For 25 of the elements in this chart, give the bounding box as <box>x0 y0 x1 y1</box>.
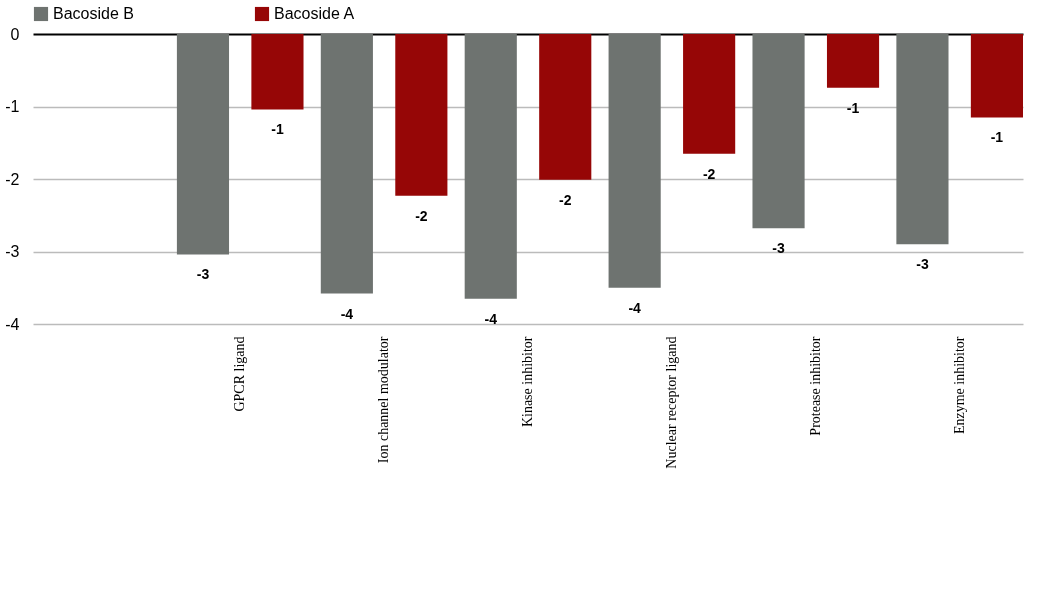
data-label: -4 <box>628 299 642 316</box>
legend-label: Bacoside A <box>274 5 355 22</box>
data-label: -4 <box>484 310 498 327</box>
y-tick-label: -3 <box>5 243 20 260</box>
data-label: -2 <box>415 207 428 224</box>
data-label: -1 <box>990 129 1004 146</box>
data-label: -2 <box>702 165 716 182</box>
y-tick-label: -1 <box>5 98 20 115</box>
y-tick-label: 0 <box>10 25 20 43</box>
y-tick-label: -2 <box>5 170 20 188</box>
data-label: -3 <box>916 256 929 273</box>
data-label: -4 <box>340 305 354 322</box>
x-tick-label: Protease inhibitor <box>807 336 823 436</box>
x-tick-label: GPCR ligand <box>232 336 248 412</box>
data-label: -1 <box>846 99 860 116</box>
data-label: -2 <box>559 191 572 208</box>
data-label: -3 <box>772 240 785 257</box>
data-label: -3 <box>196 266 210 283</box>
data-label: -1 <box>271 121 284 138</box>
legend-label: Bacoside B <box>53 5 134 22</box>
x-tick-label: Kinase inhibitor <box>520 336 535 428</box>
x-tick-label: Enzyme inhibitor <box>951 336 967 435</box>
y-tick-label: -4 <box>5 315 20 333</box>
x-tick-label: Ion channel modulator <box>376 336 392 464</box>
x-tick-label: Nuclear receptor ligand <box>663 336 679 469</box>
